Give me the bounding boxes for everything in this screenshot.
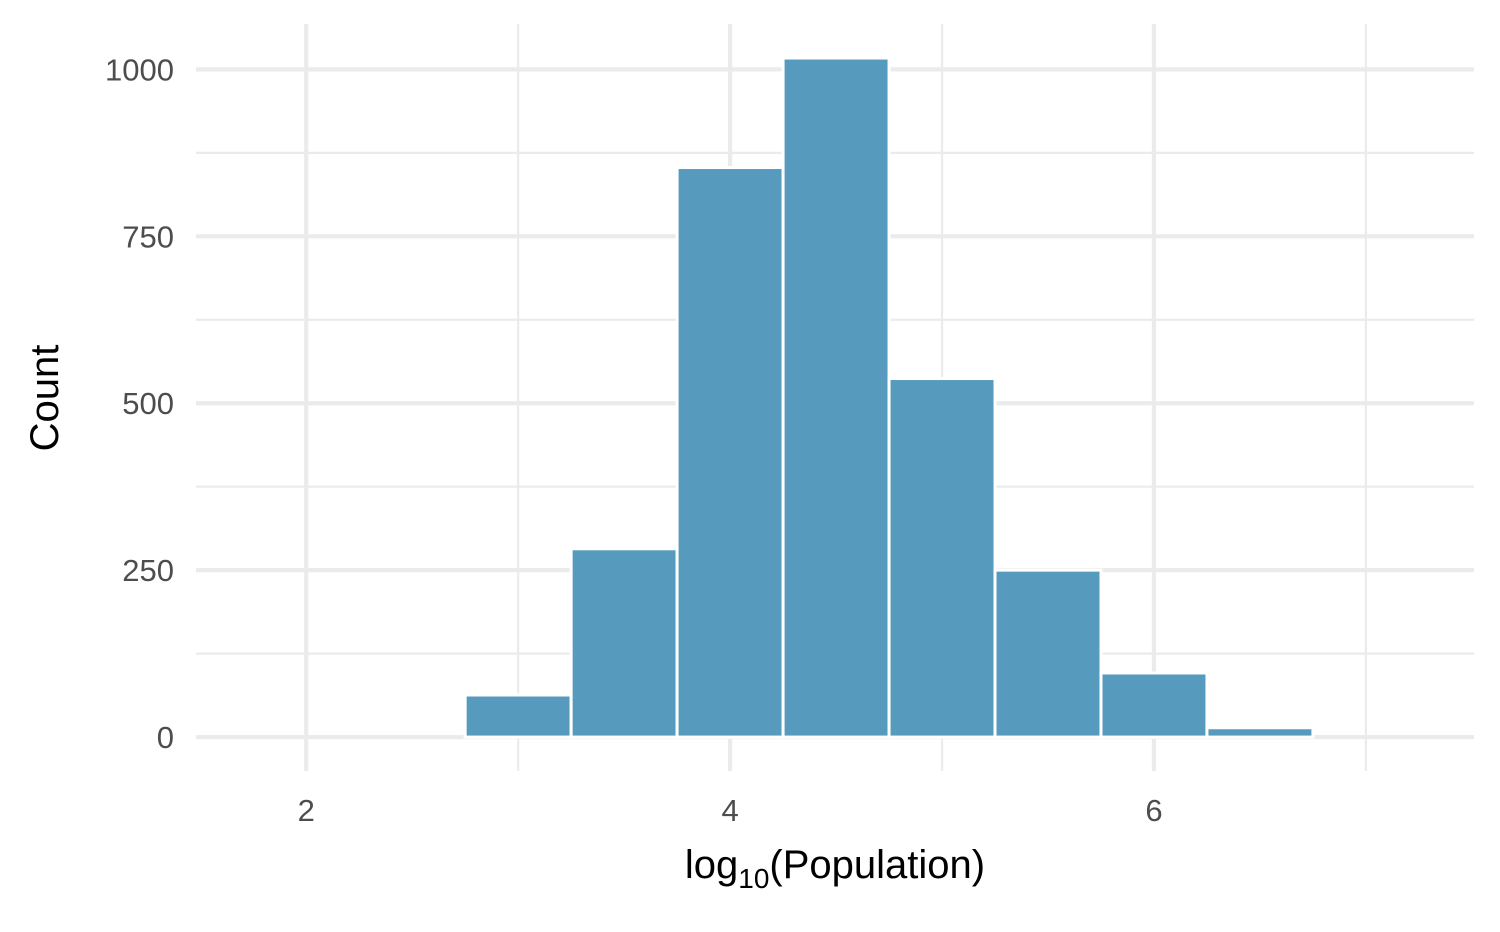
histogram-bar [887,377,997,739]
y-tick-label: 500 [122,386,174,421]
y-tick-label: 1000 [105,52,174,87]
y-axis-tick-labels: 0 250 500 750 1000 [105,52,174,755]
y-axis-title: Count [23,345,67,452]
y-tick-label: 750 [122,219,174,254]
x-axis-title-base: log [685,843,738,887]
histogram-bar [1099,671,1209,739]
x-tick-label: 2 [298,793,315,828]
y-tick-label: 0 [157,720,174,755]
x-tick-label: 6 [1145,793,1162,828]
x-axis-title-rest: (Population) [769,843,985,887]
x-axis-tick-labels: 2 4 6 [298,793,1163,828]
histogram-bars [463,56,1315,739]
x-tick-label: 4 [721,793,738,828]
histogram-bar [993,568,1103,739]
histogram-bar [675,166,785,739]
x-axis-title-subscript: 10 [738,863,769,894]
x-axis-title: log10(Population) [685,843,985,894]
y-tick-label: 250 [122,553,174,588]
histogram-bar [569,547,679,739]
histogram-bar [463,693,573,739]
histogram-bar [1205,726,1315,739]
histogram-bar [781,56,891,739]
